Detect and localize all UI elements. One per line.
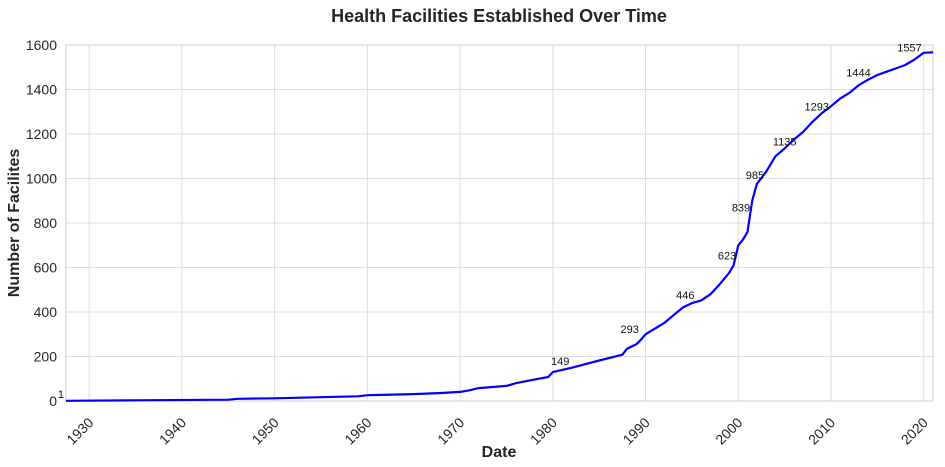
data-label: 1444 xyxy=(846,68,870,80)
series-line xyxy=(65,51,934,402)
data-label: 1 xyxy=(58,389,64,401)
data-label: 446 xyxy=(676,290,694,302)
x-axis-ticks: 1930 1940 1950 1960 1970 1980 1990 2000 2010 2020 xyxy=(63,414,931,447)
data-label: 149 xyxy=(551,356,569,368)
data-label: 1557 xyxy=(897,43,921,55)
y-tick-label: 0 xyxy=(49,393,57,409)
y-tick-label: 1200 xyxy=(26,126,57,142)
y-tick-label: 400 xyxy=(34,304,58,320)
y-tick-label: 200 xyxy=(34,349,58,365)
y-tick-label: 1400 xyxy=(26,82,57,98)
annotations: 1 149 293 446 623 839 985 1135 1293 1444 1557 xyxy=(58,43,922,401)
y-tick-label: 1600 xyxy=(26,37,57,53)
chart-title: Health Facilities Established Over Time xyxy=(331,6,667,26)
y-tick-label: 1000 xyxy=(26,171,57,187)
y-axis-ticks: 0 200 400 600 800 1000 1200 1400 1600 xyxy=(26,37,57,409)
data-label: 1293 xyxy=(805,101,829,113)
data-label: 839 xyxy=(732,202,750,214)
data-label: 985 xyxy=(746,170,764,182)
x-axis-title: Date xyxy=(482,444,517,461)
y-tick-label: 800 xyxy=(34,215,58,231)
y-tick-label: 600 xyxy=(34,260,58,276)
data-label: 293 xyxy=(621,324,639,336)
data-label: 1135 xyxy=(773,136,797,148)
plot-frame xyxy=(65,44,934,402)
data-label: 623 xyxy=(718,250,736,262)
y-axis-title: Number of Facilites xyxy=(6,149,23,298)
